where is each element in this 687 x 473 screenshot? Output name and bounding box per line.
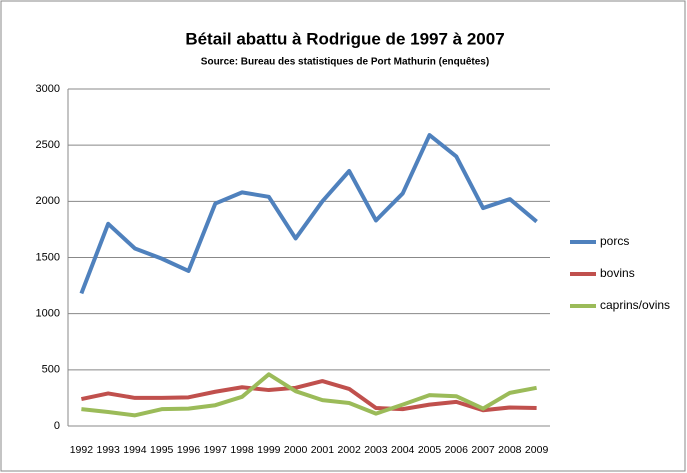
x-tick-label: 2003 — [364, 444, 388, 456]
y-tick-label: 2000 — [36, 195, 60, 207]
series-line — [81, 372, 537, 418]
x-tick-label: 1998 — [230, 444, 254, 456]
legend-label: bovins — [600, 266, 635, 280]
x-tick-label: 2002 — [337, 444, 361, 456]
x-tick-label: 1997 — [204, 444, 228, 456]
x-tick-label: 2004 — [391, 444, 415, 456]
series-line — [80, 379, 537, 413]
chart-subtitle: Source: Bureau des statistiques de Port … — [201, 57, 489, 68]
x-tick-label: 1993 — [96, 444, 120, 456]
x-tick-label: 2006 — [445, 444, 469, 456]
x-tick-label: 1996 — [177, 444, 201, 456]
y-tick-label: 2500 — [36, 139, 60, 151]
x-tick-label: 1995 — [150, 444, 174, 456]
x-tick-label: 1999 — [257, 444, 281, 456]
x-tick-label: 2007 — [471, 444, 495, 456]
x-tick-label: 2000 — [284, 444, 308, 456]
legend-label: porcs — [600, 234, 629, 248]
y-tick-label: 0 — [54, 420, 60, 432]
series-line — [79, 133, 538, 295]
y-tick-label: 1500 — [36, 251, 60, 263]
x-tick-label: 2008 — [498, 444, 522, 456]
x-tick-label: 1992 — [70, 444, 94, 456]
x-tick-label: 2005 — [418, 444, 442, 456]
y-tick-label: 500 — [42, 364, 60, 376]
x-tick-label: 1994 — [123, 444, 147, 456]
x-tick-label: 2009 — [525, 444, 549, 456]
legend-label: caprins/ovins — [600, 298, 670, 312]
y-tick-label: 3000 — [36, 83, 60, 95]
y-tick-label: 1000 — [36, 308, 60, 320]
x-tick-label: 2001 — [311, 444, 335, 456]
chart-title: Bétail abattu à Rodrigue de 1997 à 2007 — [185, 29, 504, 48]
